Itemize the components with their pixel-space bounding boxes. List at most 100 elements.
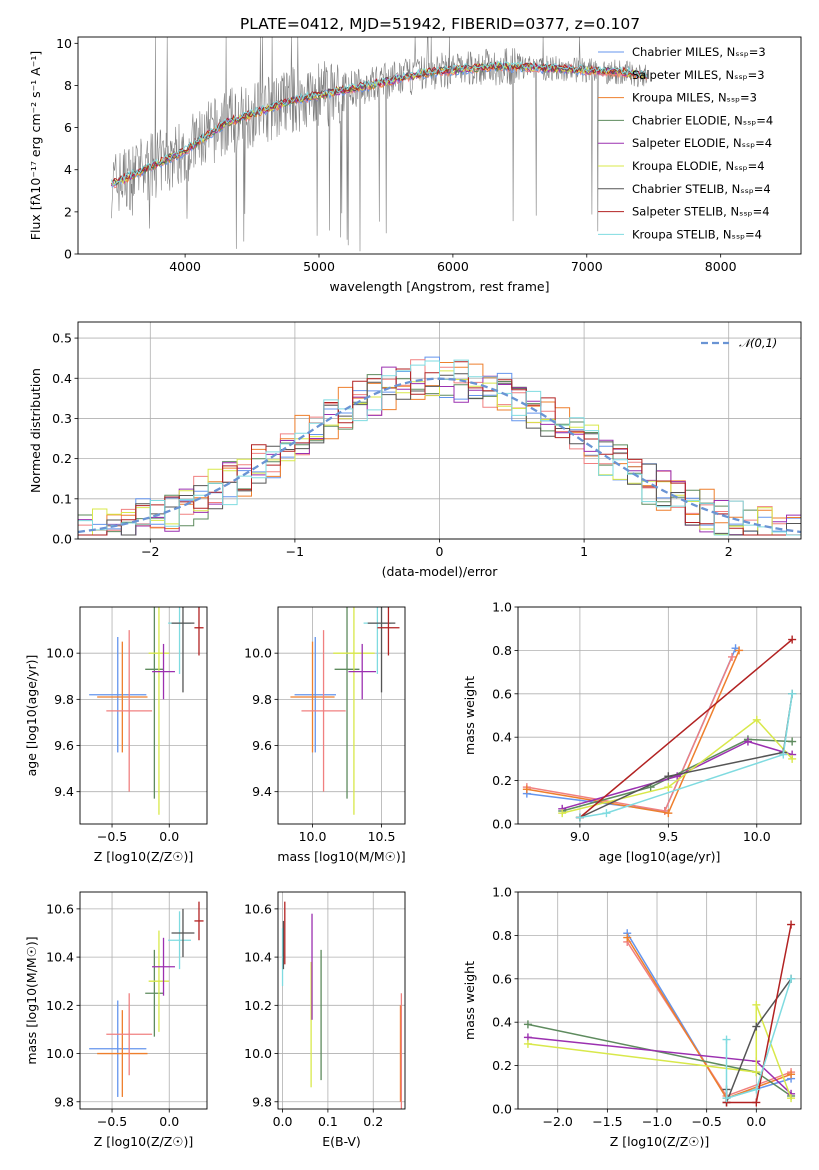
errorbar-point [89, 637, 147, 753]
plus-marker [787, 1094, 796, 1103]
plus-marker [752, 1000, 761, 1009]
y-axis-label: mass [log10(M/M☉)] [24, 936, 39, 1064]
plot-area [290, 607, 400, 815]
plot-area [523, 920, 796, 1107]
y-axis-label: Flux [fλ10⁻¹⁷ erg cm⁻² s⁻¹ A⁻¹] [28, 51, 43, 240]
errorbar-point [348, 643, 377, 700]
y-tick-label: 10.4 [244, 950, 272, 965]
y-tick-label: 1.0 [492, 600, 512, 615]
histogram-step [78, 374, 801, 536]
legend-label: Salpeter STELIB, Nₛₛₚ=4 [632, 205, 770, 219]
plus-marker [752, 1085, 761, 1094]
weight-line [579, 693, 793, 819]
errorbar-point [152, 937, 175, 996]
x-tick-label: −0.5 [691, 1114, 721, 1129]
x-tick-label: −1 [286, 544, 304, 559]
errorbar-point [145, 607, 164, 799]
gaussian-curve [78, 377, 801, 534]
x-axis-label: wavelength [Angstrom, rest frame] [329, 279, 549, 294]
axes-layer: −2 −1 0 1 2 0.0 0.1 0.2 0.3 0.4 0.5 (data-model)/er… [28, 321, 802, 579]
y-tick-label: 9.4 [54, 784, 74, 799]
x-tick-label: −2.0 [543, 1114, 573, 1129]
y-tick-label: 9.6 [252, 738, 272, 753]
errorbar-point [148, 930, 170, 1032]
x-axis-label: Z [log10(Z/Z☉)] [610, 1134, 710, 1149]
plus-marker [664, 809, 673, 818]
x-tick-label: 9.5 [658, 829, 678, 844]
x-tick-label: −0.5 [97, 1114, 127, 1129]
x-tick-label: 4000 [169, 259, 201, 274]
axes-layer: −0.5 0.0 9.4 9.6 9.8 10.0 Z [log10(Z/Z☉)] age [… [24, 606, 208, 864]
y-tick-label: 0.0 [492, 1102, 512, 1117]
plus-marker [558, 809, 567, 818]
axes-frame [517, 891, 802, 1110]
plot-area [281, 901, 403, 1109]
errorbar-point [145, 949, 164, 1037]
axes-frame [277, 891, 406, 1110]
x-tick-label: 0.0 [273, 1114, 293, 1129]
legend-label: 𝒩(0,1) [739, 336, 777, 350]
histogram-step [78, 359, 801, 536]
x-tick-label: 5000 [303, 259, 335, 274]
legend-label: Kroupa ELODIE, Nₛₛₚ=4 [632, 159, 765, 173]
chart-title: PLATE=0412, MJD=51942, FIBERID=0377, z=0… [240, 15, 640, 33]
axes-frame [517, 606, 802, 825]
plus-marker [664, 783, 673, 792]
plus-marker [788, 737, 797, 746]
y-tick-label: 9.6 [54, 738, 74, 753]
plus-marker [523, 1020, 532, 1029]
mass-vs-extinction-panel: 0.0 0.1 0.2 9.8 10.0 10.2 10.4 10.6 E(B-V) [244, 891, 406, 1149]
y-tick-label: 0.6 [492, 971, 512, 986]
histogram-step [78, 361, 801, 536]
y-tick-label: 4 [64, 162, 72, 177]
plus-marker [575, 813, 584, 822]
axes-layer: −2.0 −1.5 −1.0 −0.5 0.0 0.0 0.2 0.4 0.6 0.8 1.0 Z [… [462, 885, 802, 1149]
y-tick-label: 0.3 [52, 411, 72, 426]
y-axis-label: mass weight [462, 961, 477, 1040]
y-tick-label: 0.6 [492, 686, 512, 701]
y-tick-label: 10.0 [244, 1046, 272, 1061]
y-tick-label: 9.4 [252, 784, 272, 799]
grid-layer [80, 607, 207, 824]
plus-marker [787, 974, 796, 983]
y-tick-label: 9.8 [54, 692, 74, 707]
y-tick-label: 0.8 [492, 928, 512, 943]
plus-marker [728, 652, 737, 661]
plot-area [78, 356, 801, 536]
errorbar-point [334, 607, 360, 799]
plus-marker [522, 785, 531, 794]
y-tick-label: 0.4 [52, 371, 72, 386]
x-tick-label: 10.0 [743, 829, 771, 844]
age-vs-metallicity-panel: −0.5 0.0 9.4 9.6 9.8 10.0 Z [log10(Z/Z☉)] age [… [24, 606, 208, 864]
y-tick-label: 2 [64, 204, 72, 219]
errorbar-point [148, 607, 170, 815]
x-tick-label: 8000 [705, 259, 737, 274]
plot-area [89, 901, 204, 1097]
model-spectrum-line [111, 60, 647, 186]
plus-marker [664, 772, 673, 781]
axes-layer: −0.5 0.0 9.8 10.0 10.2 10.4 10.6 Z [log10(Z/Z☉)… [24, 891, 208, 1149]
plus-marker [752, 1068, 761, 1077]
weight-vs-age-panel: 9.0 9.5 10.0 0.0 0.2 0.4 0.6 0.8 1.0 age [log10(a… [462, 600, 802, 864]
x-tick-label: 0.1 [318, 1114, 338, 1129]
legend-label: Chabrier ELODIE, Nₛₛₚ=4 [632, 113, 773, 127]
x-axis-label: E(B-V) [322, 1134, 361, 1149]
weight-line [725, 978, 792, 1100]
x-tick-label: 9.0 [570, 829, 590, 844]
plus-marker [787, 1070, 796, 1079]
plus-marker [735, 646, 744, 655]
mass-vs-metallicity-panel: −0.5 0.0 9.8 10.0 10.2 10.4 10.6 Z [log10(Z/Z☉)… [24, 891, 208, 1149]
errorbar-point [294, 637, 336, 753]
errorbar-point [377, 607, 400, 656]
age-vs-mass-panel: 10.0 10.5 9.4 9.6 9.8 10.0 mass [log10(M/M☉)] [244, 606, 406, 864]
y-tick-label: 0.4 [492, 730, 512, 745]
plot-area [89, 607, 204, 815]
legend-label: Salpeter MILES, Nₛₛₚ=3 [632, 68, 765, 82]
errorbar-point [152, 643, 175, 700]
errorbar-point [106, 630, 153, 792]
y-tick-label: 0.2 [52, 451, 72, 466]
weight-line [527, 1004, 792, 1099]
y-tick-label: 10 [56, 36, 72, 51]
y-tick-label: 8 [64, 78, 72, 93]
